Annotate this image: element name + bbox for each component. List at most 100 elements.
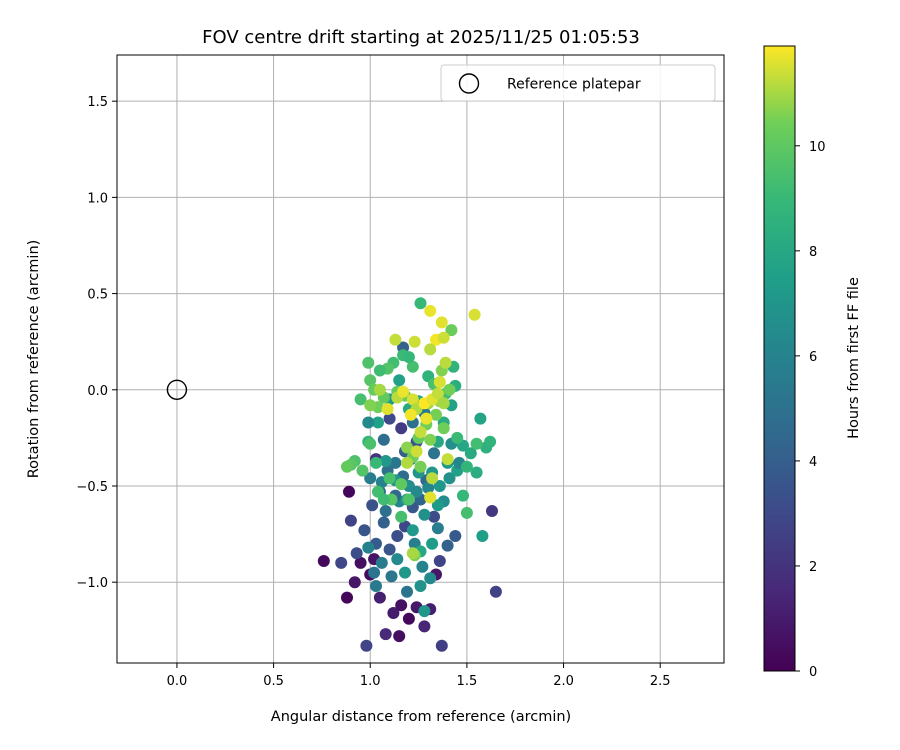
data-point bbox=[476, 530, 489, 542]
reference-marker bbox=[166, 379, 188, 400]
data-point bbox=[393, 374, 406, 387]
chart-title: FOV centre drift starting at 2025/11/25 … bbox=[202, 27, 640, 48]
data-point bbox=[428, 447, 440, 460]
data-point bbox=[445, 324, 458, 337]
data-point bbox=[395, 478, 408, 491]
colorbar-label: Hours from first FF file bbox=[846, 277, 862, 439]
reference-platepar-marker bbox=[166, 379, 188, 400]
data-point bbox=[422, 481, 435, 494]
y-axis-label: Rotation from reference (arcmin) bbox=[26, 240, 42, 479]
data-point bbox=[428, 510, 440, 523]
data-point bbox=[437, 331, 450, 344]
data-point bbox=[317, 555, 330, 567]
x-tick-label: 1.0 bbox=[360, 674, 381, 689]
data-point bbox=[484, 435, 497, 448]
data-points bbox=[317, 297, 502, 652]
data-point bbox=[489, 585, 502, 598]
data-point bbox=[344, 514, 357, 527]
data-point bbox=[424, 572, 437, 585]
data-point bbox=[379, 505, 392, 517]
data-point bbox=[451, 431, 464, 444]
data-point bbox=[358, 524, 371, 537]
x-tick-label: 0.5 bbox=[263, 674, 284, 689]
data-point bbox=[362, 416, 375, 429]
data-point bbox=[379, 628, 392, 641]
data-point bbox=[381, 403, 394, 415]
data-point bbox=[354, 393, 367, 406]
colorbar-tick-label: 10 bbox=[809, 140, 826, 155]
colorbar-tick-label: 6 bbox=[809, 350, 817, 365]
data-point bbox=[404, 408, 417, 421]
y-tick-label: 1.5 bbox=[87, 95, 108, 110]
data-point bbox=[441, 453, 454, 466]
data-point bbox=[433, 555, 446, 567]
data-point bbox=[486, 505, 498, 517]
data-point bbox=[389, 333, 402, 346]
data-point bbox=[395, 510, 408, 523]
colorbar: 0 2 4 6 8 10 Hours from first FF file bbox=[763, 45, 862, 680]
data-point bbox=[449, 530, 462, 542]
data-point bbox=[414, 580, 427, 592]
x-tick-label: 2.5 bbox=[650, 674, 671, 689]
data-point bbox=[406, 547, 419, 560]
data-point bbox=[375, 556, 388, 569]
y-tick-label: 1.0 bbox=[87, 191, 108, 206]
data-point bbox=[408, 335, 421, 348]
data-point bbox=[424, 433, 437, 446]
data-point bbox=[335, 556, 348, 569]
data-point bbox=[406, 360, 419, 373]
data-point bbox=[439, 356, 452, 369]
data-point bbox=[414, 297, 427, 310]
data-point bbox=[341, 591, 353, 604]
data-point bbox=[373, 591, 386, 604]
data-point bbox=[354, 556, 367, 569]
data-point bbox=[397, 385, 410, 398]
legend[interactable]: Reference platepar bbox=[440, 64, 716, 102]
data-point bbox=[362, 541, 375, 554]
data-point bbox=[410, 485, 423, 498]
data-point bbox=[393, 630, 406, 643]
y-tick-label: 0.5 bbox=[87, 288, 108, 303]
colorbar-tick-label: 8 bbox=[809, 245, 817, 260]
colorbar-gradient bbox=[763, 45, 796, 672]
data-point bbox=[389, 456, 402, 469]
data-point bbox=[391, 553, 404, 566]
colorbar-tick-label: 2 bbox=[809, 560, 817, 575]
colorbar-tick-label: 4 bbox=[809, 455, 817, 470]
data-point bbox=[433, 376, 446, 389]
legend-box bbox=[440, 64, 716, 102]
data-point bbox=[418, 605, 431, 618]
data-point bbox=[424, 304, 437, 317]
data-point bbox=[402, 351, 415, 364]
data-point bbox=[470, 437, 483, 450]
data-point bbox=[460, 460, 473, 473]
data-point bbox=[464, 447, 477, 460]
data-point bbox=[364, 472, 377, 485]
data-point bbox=[402, 612, 415, 625]
data-point bbox=[366, 499, 379, 512]
data-point bbox=[420, 412, 433, 425]
data-point bbox=[414, 460, 427, 473]
data-point bbox=[430, 408, 442, 421]
data-point bbox=[441, 539, 454, 552]
data-point bbox=[350, 547, 363, 560]
data-point bbox=[457, 489, 469, 502]
data-point bbox=[424, 343, 437, 356]
data-point bbox=[426, 472, 439, 485]
legend-marker-reference bbox=[458, 73, 480, 94]
data-point bbox=[460, 506, 473, 519]
data-point bbox=[401, 456, 413, 469]
data-point bbox=[414, 426, 427, 439]
data-point bbox=[348, 576, 361, 589]
x-tick-label: 2.0 bbox=[553, 674, 574, 689]
data-point bbox=[418, 620, 431, 633]
data-point bbox=[401, 441, 413, 454]
data-point bbox=[395, 422, 408, 435]
data-point bbox=[431, 522, 444, 535]
data-point bbox=[383, 412, 396, 425]
data-point bbox=[364, 399, 377, 412]
data-point bbox=[395, 599, 408, 612]
data-point bbox=[401, 585, 413, 598]
data-point bbox=[437, 397, 450, 410]
data-point bbox=[379, 455, 392, 467]
